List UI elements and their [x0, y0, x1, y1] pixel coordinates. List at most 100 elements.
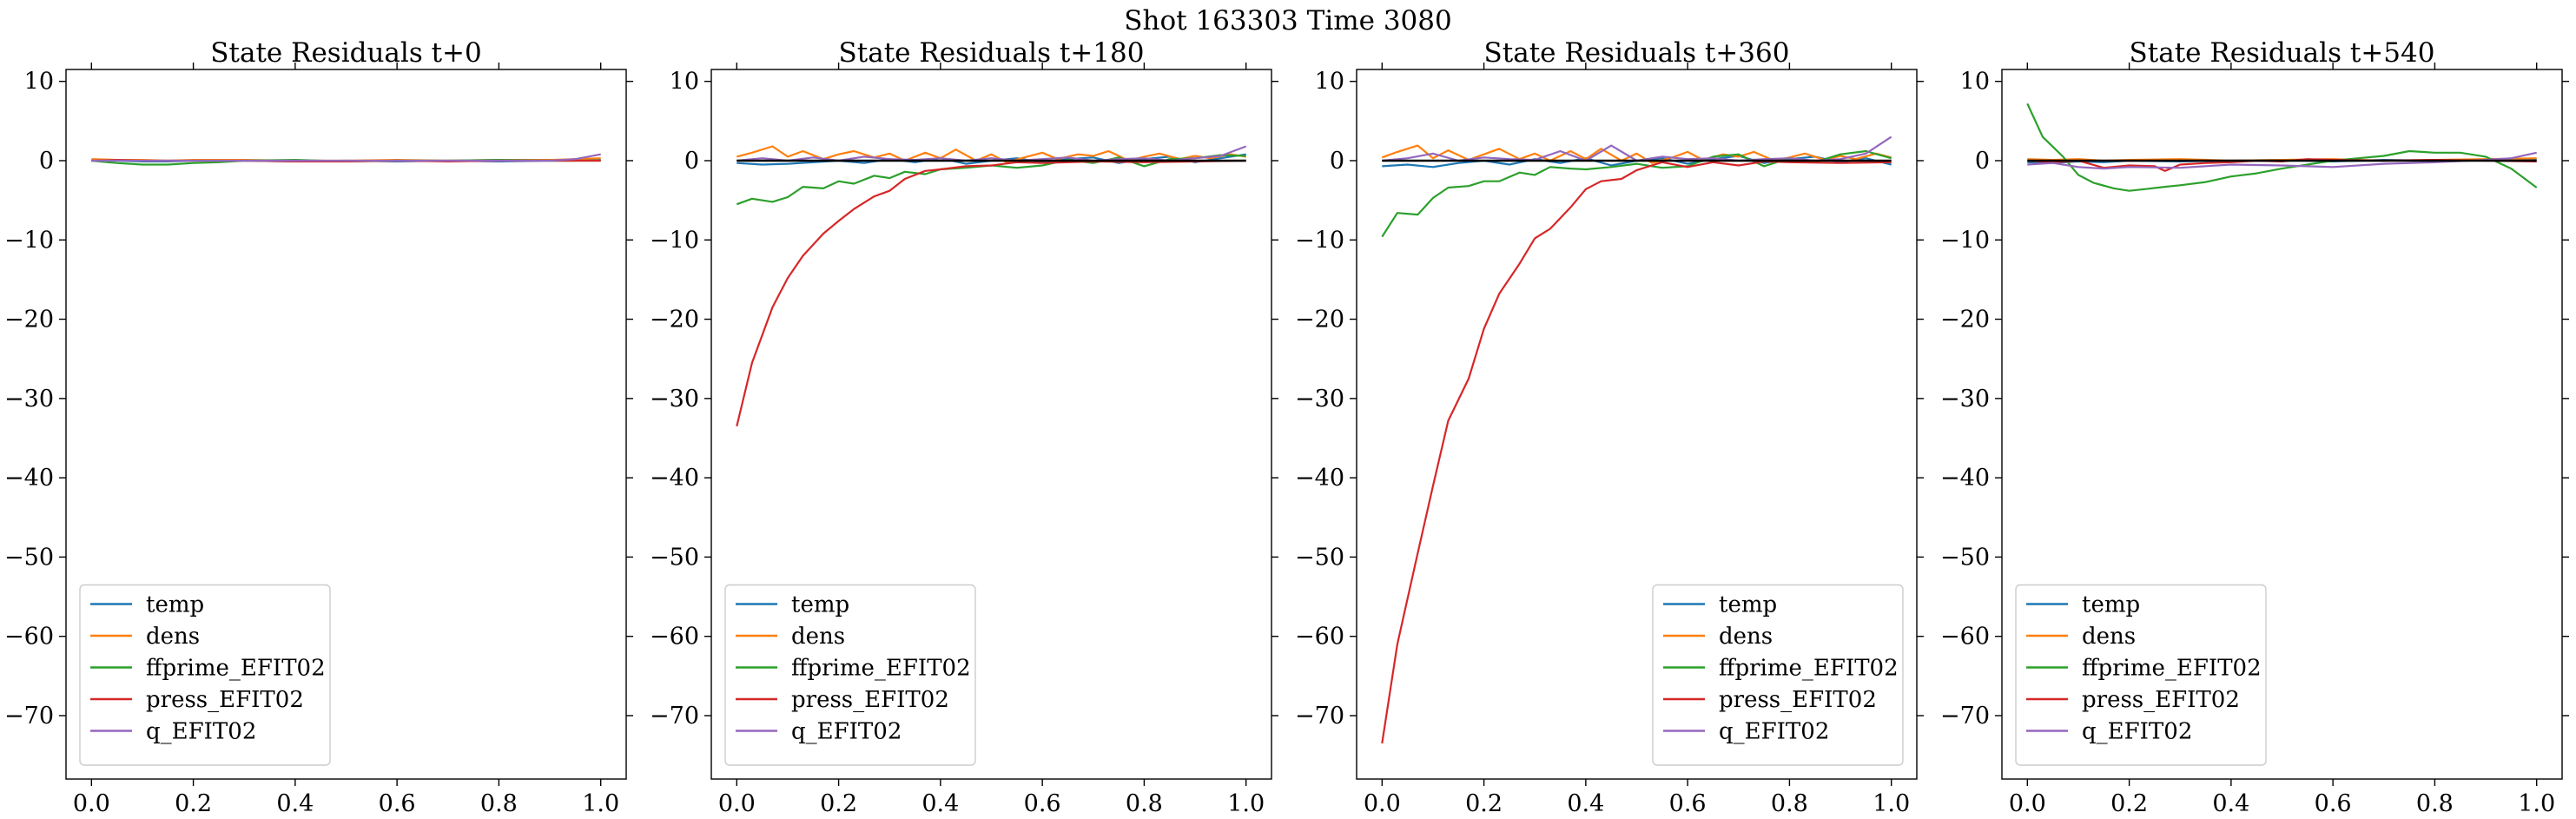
- subplot-0: State Residuals t+0 10 0 −10 −20 −30 −40 −50 −60…: [4, 37, 633, 817]
- y-tick-label: −70: [4, 703, 54, 730]
- legend-label-dens: dens: [1719, 624, 1773, 650]
- legend-label-q-efit02: q_EFIT02: [1719, 719, 1829, 745]
- y-tick-label: −50: [1295, 544, 1344, 571]
- y-tick-label: 0: [684, 148, 699, 175]
- y-tick-label: −10: [1940, 227, 1990, 254]
- x-tick-label: 1.0: [582, 790, 619, 817]
- legend-label-temp: temp: [146, 592, 204, 618]
- y-tick-label: −20: [1295, 307, 1344, 334]
- subplot-2: State Residuals t+360 10 0 −10 −20 −30 −40 −50 −…: [1295, 37, 1924, 817]
- legend-label-ffprime-efit02: ffprime_EFIT02: [146, 656, 326, 682]
- x-tick-label: 0.6: [379, 790, 416, 817]
- x-tick-label: 0.4: [1567, 790, 1604, 817]
- subplot-title: State Residuals t+540: [2130, 37, 2435, 69]
- y-tick-label: −40: [1940, 465, 1990, 492]
- subplot-3: State Residuals t+540 10 0 −10 −20 −30 −40 −50 −…: [1940, 37, 2569, 817]
- x-tick-label: 0.2: [175, 790, 212, 817]
- series-line-q-efit02: [91, 153, 601, 162]
- series-group: [1381, 135, 1892, 744]
- y-tick-label: −20: [1940, 307, 1990, 334]
- y-tick-label: −50: [4, 544, 54, 571]
- y-tick-label: −50: [1940, 544, 1990, 571]
- legend-box: [79, 584, 331, 766]
- y-tick-label: 0: [1330, 148, 1344, 175]
- series-group: [91, 153, 601, 166]
- y-tick-label: −40: [650, 465, 699, 492]
- y-tick-label: 10: [670, 69, 699, 96]
- axes-frame: [65, 69, 627, 780]
- y-tick-label: −20: [4, 307, 54, 334]
- series-group: [2026, 102, 2538, 192]
- x-tick-label: 1.0: [1227, 790, 1265, 817]
- y-tick-label: −30: [650, 386, 699, 413]
- y-tick-label: −10: [650, 227, 699, 254]
- legend-label-press-efit02: press_EFIT02: [791, 687, 949, 713]
- axes-frame: [1356, 69, 1918, 780]
- x-tick-label: 0.8: [2416, 790, 2454, 817]
- legend-box: [2015, 584, 2267, 766]
- y-tick-label: −60: [1940, 624, 1990, 651]
- x-tick-label: 0.8: [480, 790, 518, 817]
- series-line-press-efit02: [736, 159, 1246, 427]
- legend-label-press-efit02: press_EFIT02: [1719, 687, 1877, 713]
- legend-label-dens: dens: [146, 624, 200, 650]
- legend-box: [724, 584, 976, 766]
- legend-label-q-efit02: q_EFIT02: [2082, 719, 2192, 745]
- axes-frame: [2001, 69, 2563, 780]
- subplot-title: State Residuals t+360: [1484, 37, 1790, 69]
- y-tick-label: −10: [1295, 227, 1344, 254]
- x-tick-label: 0.6: [2315, 790, 2352, 817]
- x-tick-label: 0.0: [2009, 790, 2046, 817]
- y-tick-label: −50: [650, 544, 699, 571]
- x-tick-label: 0.2: [820, 790, 857, 817]
- x-tick-label: 0.2: [2110, 790, 2148, 817]
- subplot-grid: State Residuals t+0 10 0 −10 −20 −30 −40 −50 −60…: [4, 37, 2569, 817]
- legend-label-dens: dens: [2082, 624, 2136, 650]
- x-tick-label: 0.4: [276, 790, 314, 817]
- y-tick-label: 10: [1315, 69, 1344, 96]
- y-tick-label: −40: [4, 465, 54, 492]
- subplot-title: State Residuals t+0: [210, 37, 481, 69]
- subplot-title: State Residuals t+180: [839, 37, 1145, 69]
- subplot-1: State Residuals t+180 10 0 −10 −20 −30 −40 −50 −…: [650, 37, 1278, 817]
- y-tick-label: −60: [4, 624, 54, 651]
- y-tick-label: −70: [650, 703, 699, 730]
- y-tick-label: −60: [650, 624, 699, 651]
- x-tick-label: 1.0: [2518, 790, 2555, 817]
- x-tick-label: 0.8: [1771, 790, 1808, 817]
- legend-box: [1652, 584, 1904, 766]
- legend-label-temp: temp: [2082, 592, 2140, 618]
- y-tick-label: −70: [1295, 703, 1344, 730]
- x-tick-label: 0.0: [718, 790, 756, 817]
- legend: temp dens ffprime_EFIT02 press_EFIT02 q_EFIT…: [79, 584, 331, 766]
- y-tick-label: −30: [1940, 386, 1990, 413]
- legend: temp dens ffprime_EFIT02 press_EFIT02 q_EFIT…: [1652, 584, 1904, 766]
- x-tick-label: 0.0: [1364, 790, 1401, 817]
- legend-label-ffprime-efit02: ffprime_EFIT02: [1719, 656, 1899, 682]
- legend: temp dens ffprime_EFIT02 press_EFIT02 q_EFIT…: [2015, 584, 2267, 766]
- legend-label-ffprime-efit02: ffprime_EFIT02: [791, 656, 971, 682]
- y-tick-label: −30: [4, 386, 54, 413]
- y-tick-label: −20: [650, 307, 699, 334]
- series-line-ffprime-efit02: [2026, 102, 2538, 192]
- x-tick-label: 0.8: [1126, 790, 1163, 817]
- figure-suptitle: Shot 163303 Time 3080: [1124, 5, 1451, 36]
- y-tick-label: 0: [1975, 148, 1990, 175]
- y-tick-label: 0: [39, 148, 54, 175]
- x-tick-label: 0.4: [2212, 790, 2249, 817]
- x-tick-label: 0.0: [73, 790, 110, 817]
- legend-label-ffprime-efit02: ffprime_EFIT02: [2082, 656, 2262, 682]
- legend-label-temp: temp: [791, 592, 849, 618]
- y-tick-label: −60: [1295, 624, 1344, 651]
- y-tick-label: 10: [1960, 69, 1990, 96]
- x-tick-label: 0.6: [1024, 790, 1061, 817]
- axes-frame: [710, 69, 1272, 780]
- y-tick-label: −10: [4, 227, 54, 254]
- series-group: [736, 145, 1247, 427]
- y-tick-label: −40: [1295, 465, 1344, 492]
- legend-label-q-efit02: q_EFIT02: [146, 719, 256, 745]
- x-tick-label: 0.2: [1465, 790, 1503, 817]
- x-tick-label: 1.0: [1873, 790, 1910, 817]
- x-tick-label: 0.4: [921, 790, 959, 817]
- legend: temp dens ffprime_EFIT02 press_EFIT02 q_EFIT…: [724, 584, 976, 766]
